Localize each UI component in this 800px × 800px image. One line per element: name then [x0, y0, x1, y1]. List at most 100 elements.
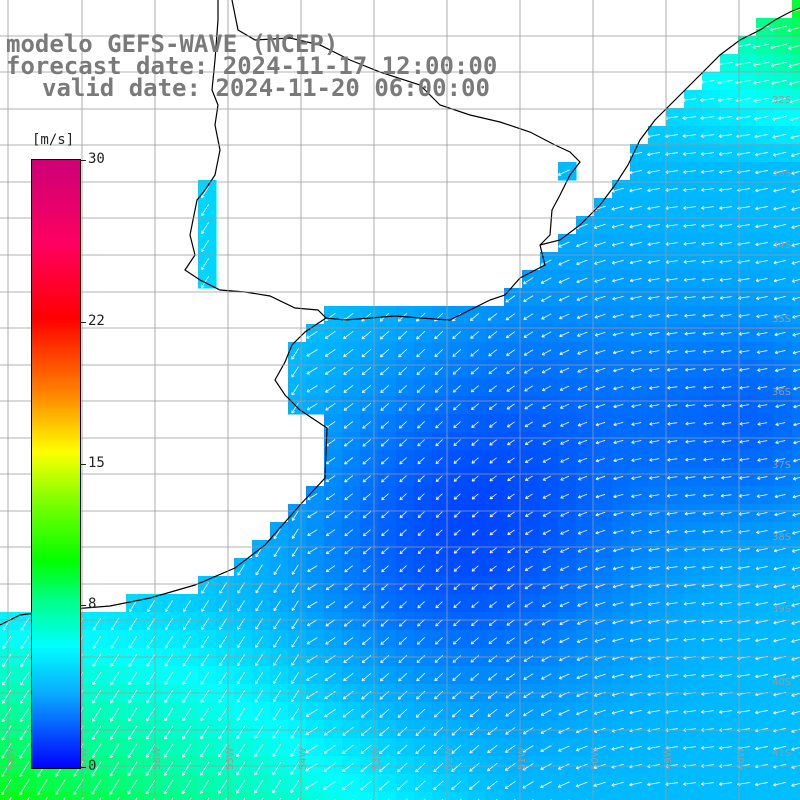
wind-arrow	[507, 583, 515, 590]
wind-arrow-head	[667, 403, 671, 407]
wind-arrow-head	[452, 697, 456, 700]
wind-arrow-head	[434, 371, 437, 375]
wind-arrow-head	[594, 695, 598, 697]
wind-arrow-head	[612, 316, 616, 319]
wind-arrow-head	[648, 550, 652, 552]
wind-arrow-head	[791, 567, 795, 570]
wind-arrow	[380, 619, 390, 627]
wind-arrow-head	[594, 299, 598, 301]
wind-arrow	[701, 224, 714, 227]
wind-arrow	[326, 529, 336, 536]
wind-arrow-head	[453, 624, 457, 627]
wind-arrow	[719, 170, 732, 173]
wind-arrow-head	[236, 700, 240, 703]
wind-arrow	[398, 403, 408, 411]
wind-arrow-head	[773, 244, 777, 247]
wind-arrow	[540, 781, 552, 788]
wind-arrow	[700, 134, 715, 137]
field-cell	[792, 594, 800, 613]
wind-arrow-head	[398, 679, 402, 682]
wind-arrow	[558, 241, 570, 248]
wind-arrow-head	[379, 734, 383, 737]
wind-arrow-head	[379, 732, 381, 736]
wind-arrow	[772, 133, 787, 138]
field-cell	[792, 360, 800, 379]
wind-arrow	[594, 259, 606, 265]
wind-arrow-head	[325, 496, 328, 500]
wind-arrow	[236, 672, 246, 685]
wind-arrow	[505, 673, 516, 681]
wind-arrow	[717, 62, 733, 65]
wind-arrow	[471, 511, 479, 518]
wind-arrow	[647, 674, 660, 678]
wind-arrow	[506, 349, 516, 356]
wind-arrow-head	[434, 353, 437, 357]
wind-arrow-head	[701, 207, 705, 210]
wind-arrow	[399, 619, 407, 627]
wind-arrow-head	[416, 716, 420, 718]
wind-arrow-head	[755, 602, 759, 606]
wind-arrow-head	[254, 791, 258, 794]
colorbar-label-0: 0	[88, 758, 97, 774]
wind-arrow-head	[792, 515, 796, 517]
wind-arrow-head	[757, 440, 761, 443]
wind-arrow-head	[594, 263, 598, 265]
wind-arrow-head	[593, 767, 597, 770]
wind-arrow-head	[629, 206, 633, 210]
wind-arrow	[306, 331, 318, 339]
wind-arrow-head	[701, 603, 705, 606]
wind-arrow	[434, 672, 444, 682]
field-cell	[342, 792, 361, 800]
wind-arrow	[145, 779, 156, 795]
wind-arrow-head	[665, 279, 669, 282]
wind-arrow	[631, 404, 642, 407]
wind-arrow	[559, 331, 570, 337]
wind-arrow-head	[380, 605, 383, 609]
field-cell	[432, 792, 451, 800]
wind-arrow	[542, 475, 551, 481]
wind-arrow-head	[576, 713, 580, 716]
wind-arrow-head	[487, 767, 489, 772]
wind-arrow-head	[218, 718, 222, 721]
wind-arrow-head	[165, 646, 169, 649]
wind-arrow-head	[577, 621, 580, 625]
wind-arrow	[272, 708, 282, 721]
wind-arrow-head	[488, 640, 491, 644]
wind-arrow-head	[684, 531, 688, 534]
wind-arrow	[146, 725, 156, 740]
wind-arrow-head	[273, 663, 277, 666]
wind-arrow-head	[612, 640, 616, 643]
wind-arrow	[559, 385, 570, 391]
wind-arrow-head	[701, 261, 705, 264]
wind-arrow	[560, 529, 570, 535]
wind-arrow-head	[774, 532, 778, 535]
wind-arrow-head	[721, 403, 725, 407]
wind-arrow-head	[577, 441, 581, 444]
wind-arrow-head	[703, 439, 707, 443]
wind-arrow-head	[129, 628, 133, 631]
wind-arrow-head	[506, 352, 509, 356]
wind-arrow-head	[417, 514, 420, 518]
wind-arrow-head	[542, 567, 545, 571]
wind-arrow-head	[182, 700, 186, 704]
wind-arrow-head	[684, 529, 688, 533]
wind-arrow-head	[719, 296, 723, 299]
wind-arrow-head	[37, 774, 41, 777]
wind-arrow	[435, 475, 443, 482]
wind-arrow	[683, 224, 696, 227]
wind-arrow	[324, 726, 336, 736]
wind-arrow-head	[360, 732, 363, 736]
wind-arrow	[489, 601, 497, 608]
wind-arrow-head	[683, 783, 687, 786]
wind-arrow-head	[380, 356, 384, 358]
wind-arrow-head	[721, 367, 724, 371]
wind-arrow-head	[381, 550, 383, 554]
wind-arrow-head	[110, 683, 114, 686]
wind-arrow-head	[684, 493, 688, 497]
wind-arrow	[594, 637, 606, 643]
wind-arrow-head	[755, 604, 759, 607]
wind-arrow	[559, 367, 570, 373]
wind-arrow	[417, 493, 425, 500]
wind-arrow	[667, 386, 678, 389]
wind-arrow-head	[576, 711, 579, 715]
